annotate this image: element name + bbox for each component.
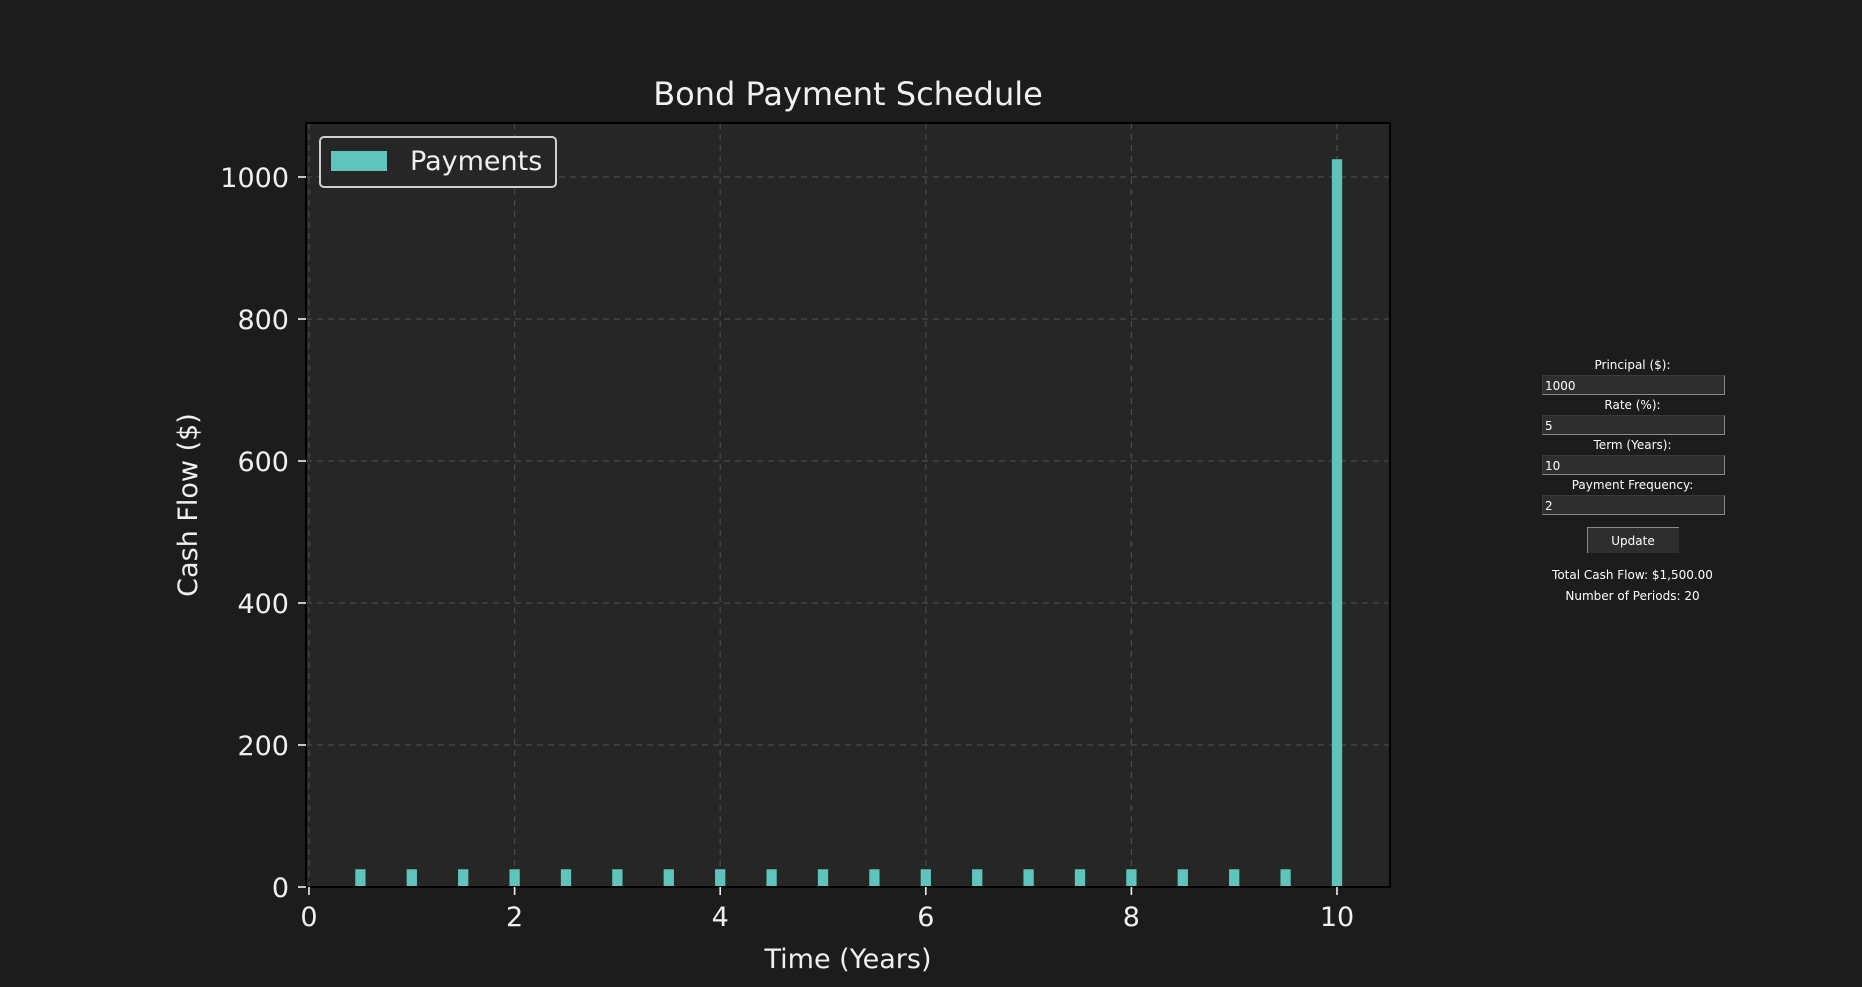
bar-9 xyxy=(817,869,829,887)
rate-input[interactable] xyxy=(1542,415,1725,435)
term-input[interactable] xyxy=(1542,455,1725,475)
bar-16 xyxy=(1177,869,1188,887)
bar-2 xyxy=(458,869,469,887)
frequency-input[interactable] xyxy=(1542,495,1725,515)
update-button[interactable]: Update xyxy=(1586,527,1679,553)
y-tick-label-5: 1000 xyxy=(220,163,289,194)
bar-12 xyxy=(972,869,983,887)
bar-11 xyxy=(920,869,931,887)
term-label: Term (Years): xyxy=(1593,438,1672,452)
x-tick-label-5: 10 xyxy=(1320,902,1354,933)
rate-label: Rate (%): xyxy=(1604,398,1661,412)
total-cash-flow-text: Total Cash Flow: $1,500.00 xyxy=(1552,568,1713,582)
bar-3 xyxy=(509,869,520,887)
bars-group xyxy=(355,159,1343,887)
bar-15 xyxy=(1126,869,1137,887)
plot-frame xyxy=(305,122,1391,888)
bond-controls-panel: Principal ($): Rate (%): Term (Years): P… xyxy=(1530,355,1735,607)
y-tick-label-0: 0 xyxy=(272,873,289,904)
bar-13 xyxy=(1023,869,1034,887)
legend-box xyxy=(319,136,557,188)
x-tick-label-0: 0 xyxy=(300,902,317,933)
bar-10 xyxy=(869,869,880,887)
legend-swatch xyxy=(331,151,387,171)
bar-0 xyxy=(355,869,366,887)
bar-19 xyxy=(1331,159,1343,887)
principal-label: Principal ($): xyxy=(1594,358,1671,372)
bar-1 xyxy=(406,869,417,887)
bar-14 xyxy=(1074,869,1086,887)
legend: Payments xyxy=(319,136,557,188)
axis-ticks: 0 2 4 6 8 10 0 200 400 600 800 1000 xyxy=(220,163,1354,933)
bar-18 xyxy=(1280,869,1291,887)
x-tick-label-2: 4 xyxy=(712,902,729,933)
y-tick-label-4: 800 xyxy=(237,305,289,336)
bar-8 xyxy=(766,869,777,887)
chart-title: Bond Payment Schedule xyxy=(653,75,1043,113)
x-tick-label-1: 2 xyxy=(506,902,523,933)
y-axis-label: Cash Flow ($) xyxy=(173,413,204,597)
y-tick-label-2: 400 xyxy=(237,589,289,620)
x-tick-label-3: 6 xyxy=(917,902,934,933)
bar-6 xyxy=(663,869,674,887)
number-of-periods-text: Number of Periods: 20 xyxy=(1565,589,1700,603)
x-tick-label-4: 8 xyxy=(1123,902,1140,933)
plot-area xyxy=(306,123,1390,887)
bar-17 xyxy=(1229,869,1240,887)
legend-label-payments: Payments xyxy=(410,146,542,177)
bar-7 xyxy=(715,869,726,887)
x-axis-label: Time (Years) xyxy=(764,944,932,975)
y-tick-label-1: 200 xyxy=(237,731,289,762)
bar-5 xyxy=(612,869,623,887)
bar-4 xyxy=(560,869,572,887)
frequency-label: Payment Frequency: xyxy=(1571,478,1694,492)
principal-input[interactable] xyxy=(1542,375,1725,395)
y-tick-label-3: 600 xyxy=(237,447,289,478)
